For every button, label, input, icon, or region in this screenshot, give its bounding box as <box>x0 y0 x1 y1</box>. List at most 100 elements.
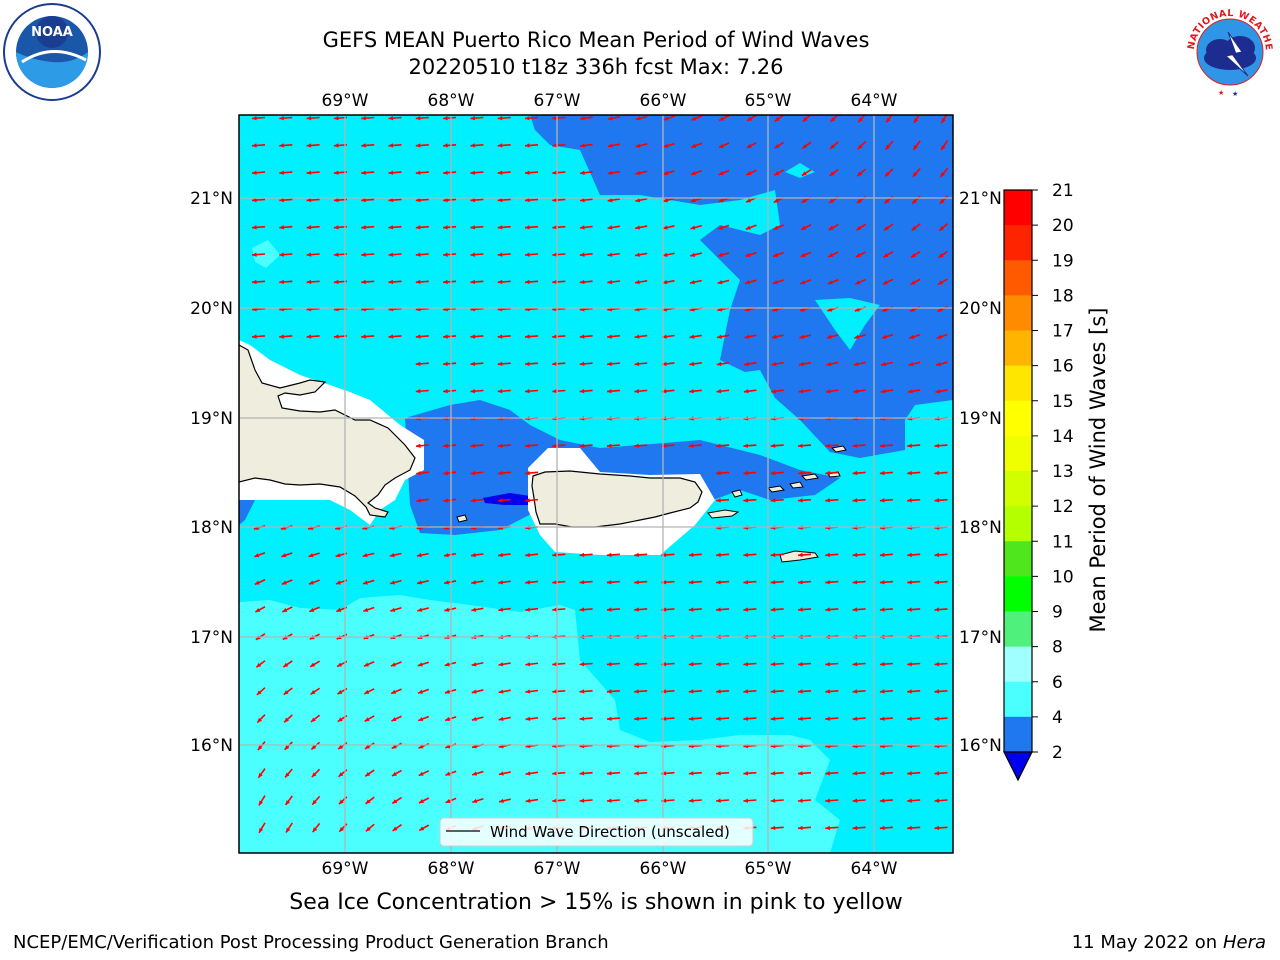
wind-arrow <box>579 798 593 803</box>
land-sombrero <box>830 445 847 453</box>
noaa-logo-icon: NOAA <box>3 3 101 101</box>
wind-arrow <box>497 252 511 257</box>
wind-arrow <box>390 661 402 667</box>
wind-arrow <box>306 279 320 285</box>
wind-arrow <box>773 224 785 231</box>
wind-arrow <box>879 552 893 558</box>
wind-arrow <box>285 822 293 834</box>
wind-arrow <box>801 168 812 177</box>
wind-arrow <box>635 143 648 148</box>
wind-arrow <box>688 661 702 667</box>
wind-arrow <box>797 771 812 776</box>
wind-arrow <box>470 361 484 367</box>
wind-arrow <box>662 334 675 339</box>
wind-arrow <box>797 498 812 503</box>
wind-arrow <box>879 470 893 476</box>
colorbar-segment <box>1004 611 1032 648</box>
wind-arrow <box>311 768 321 778</box>
wind-arrow <box>361 225 375 230</box>
wind-arrow <box>826 361 839 367</box>
lon-label-bottom: 67°W <box>534 859 581 879</box>
wind-arrow <box>279 279 293 285</box>
wind-arrow <box>579 580 593 585</box>
lat-label-left: 18°N <box>190 518 233 538</box>
wind-arrow <box>717 279 730 285</box>
wind-arrow <box>797 689 812 694</box>
wind-arrow <box>907 689 921 694</box>
wind-arrow <box>416 498 429 503</box>
wind-arrow <box>907 771 921 776</box>
colorbar-tick-label: 10 <box>1052 567 1074 587</box>
wind-arrow <box>415 143 429 148</box>
wind-arrow <box>770 607 784 612</box>
longitude-labels-bottom: 69°W 68°W 67°W 66°W 65°W 64°W <box>322 859 898 879</box>
wind-arrow <box>744 279 757 285</box>
wind-arrow <box>552 225 566 230</box>
wind-arrow <box>309 606 320 613</box>
wind-arrow <box>852 580 866 585</box>
lon-label-bottom: 68°W <box>428 859 475 879</box>
wind-arrow <box>389 579 402 585</box>
wind-arrow <box>279 170 293 175</box>
wind-arrow <box>306 225 320 230</box>
wind-arrow <box>365 823 375 832</box>
wind-arrow <box>283 714 293 723</box>
wind-arrow <box>661 689 675 694</box>
wind-arrow <box>879 798 893 803</box>
wind-arrow <box>934 552 948 558</box>
svg-text:★: ★ <box>1232 90 1238 98</box>
wind-arrow <box>388 279 402 285</box>
wind-arrow <box>771 389 784 394</box>
wind-arrow <box>415 334 429 339</box>
lat-label-left: 19°N <box>190 409 233 429</box>
wind-arrow <box>881 333 894 339</box>
wind-arrow <box>282 660 293 668</box>
wind-arrow <box>258 822 266 834</box>
wind-arrow <box>607 143 621 148</box>
wind-arrow <box>311 795 321 806</box>
colorbar-segment <box>1004 506 1032 542</box>
wind-arrow <box>443 170 457 175</box>
wind-arrow <box>251 115 266 121</box>
wind-arrow <box>552 580 566 585</box>
colorbar-segment <box>1004 295 1032 331</box>
wind-arrow <box>579 279 593 285</box>
wind-arrow <box>363 660 375 668</box>
wind-arrow <box>797 798 812 803</box>
wind-arrow <box>744 361 757 367</box>
wind-arrow <box>392 824 402 832</box>
wind-arrow <box>908 361 921 367</box>
wind-arrow <box>716 552 730 558</box>
wind-arrow <box>662 170 675 176</box>
wind-arrow <box>856 168 867 177</box>
land-virgin-islands-2 <box>789 481 804 489</box>
colorbar-segment <box>1004 365 1032 402</box>
wind-arrow <box>716 443 730 448</box>
wind-arrow <box>470 470 484 476</box>
wind-arrow <box>308 579 320 585</box>
period-4-6-patch-north <box>785 163 815 178</box>
wind-arrow <box>418 797 430 804</box>
wind-arrow <box>552 143 566 148</box>
wind-arrow <box>689 279 702 285</box>
wind-arrow <box>606 661 620 667</box>
wind-arrow <box>279 334 293 339</box>
wind-arrow <box>797 661 812 667</box>
wind-arrow <box>525 662 539 667</box>
wind-arrow <box>363 688 375 695</box>
wind-arrow <box>497 388 511 394</box>
wind-arrow <box>798 361 812 367</box>
wind-arrow <box>388 334 402 339</box>
wind-arrow <box>471 689 484 694</box>
wind-arrow <box>717 224 730 230</box>
wind-arrow <box>797 716 812 721</box>
wind-arrow <box>634 716 648 721</box>
wind-arrow <box>606 580 620 585</box>
wind-arrow <box>391 796 402 805</box>
wind-arrow <box>800 224 812 231</box>
wind-arrow <box>934 689 948 694</box>
wind-arrow <box>579 361 593 367</box>
wind-arrow <box>525 470 539 476</box>
land-virgin-islands-1 <box>766 485 786 493</box>
wind-arrow <box>718 142 730 149</box>
